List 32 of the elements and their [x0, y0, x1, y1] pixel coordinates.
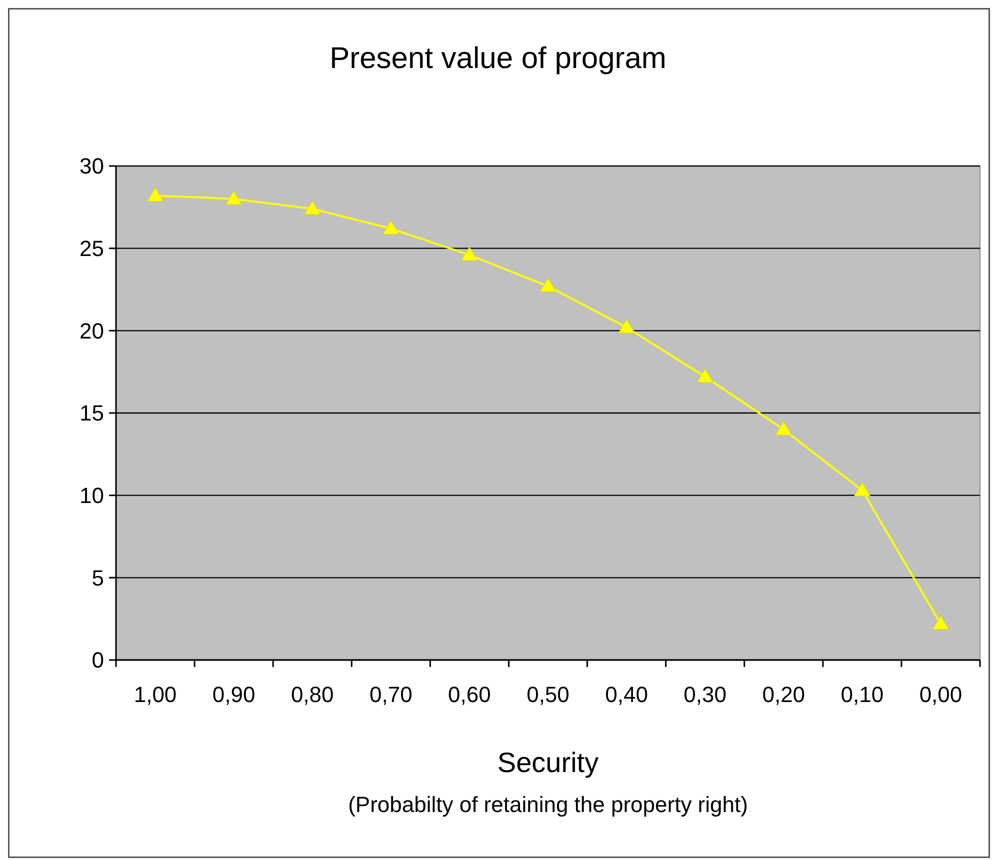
point: [775, 421, 792, 436]
x-tick-label: 0,10: [840, 682, 884, 707]
y-tick-label: 15: [80, 400, 104, 426]
y-tick-label: 10: [80, 483, 104, 508]
point: [540, 278, 556, 292]
chart-title: Present value of program: [330, 42, 666, 75]
x-tick-label: 0,90: [212, 682, 256, 707]
x-tick-label: 0,30: [684, 682, 727, 707]
point: [854, 482, 870, 496]
y-tick-label: 30: [80, 154, 104, 179]
x-tick-label: 0,20: [762, 682, 806, 707]
point: [696, 368, 714, 383]
point: [147, 187, 164, 202]
y-tick-label: 5: [92, 565, 104, 590]
x-tick-label: 1,00: [134, 682, 177, 707]
x-tick-label: 0,50: [526, 682, 570, 707]
x-tick-label: 0,70: [369, 682, 412, 707]
text: (Probabilty of retaining the property right): [348, 792, 748, 817]
point: [932, 616, 949, 630]
x-axis-title: Security: [497, 747, 599, 778]
point: [382, 220, 400, 234]
point: [226, 190, 242, 205]
point: [304, 200, 321, 215]
y-tick-label: 25: [80, 236, 104, 262]
x-tick-label: 0,60: [448, 682, 491, 707]
point: [461, 246, 478, 261]
x-tick-label: 0,40: [605, 682, 648, 707]
x-tick-label: 0,80: [290, 682, 334, 707]
point: [618, 319, 635, 334]
y-tick-label: 0: [92, 648, 104, 673]
x-tick-label: 0,00: [919, 682, 962, 707]
y-tick-label: 20: [80, 318, 104, 344]
